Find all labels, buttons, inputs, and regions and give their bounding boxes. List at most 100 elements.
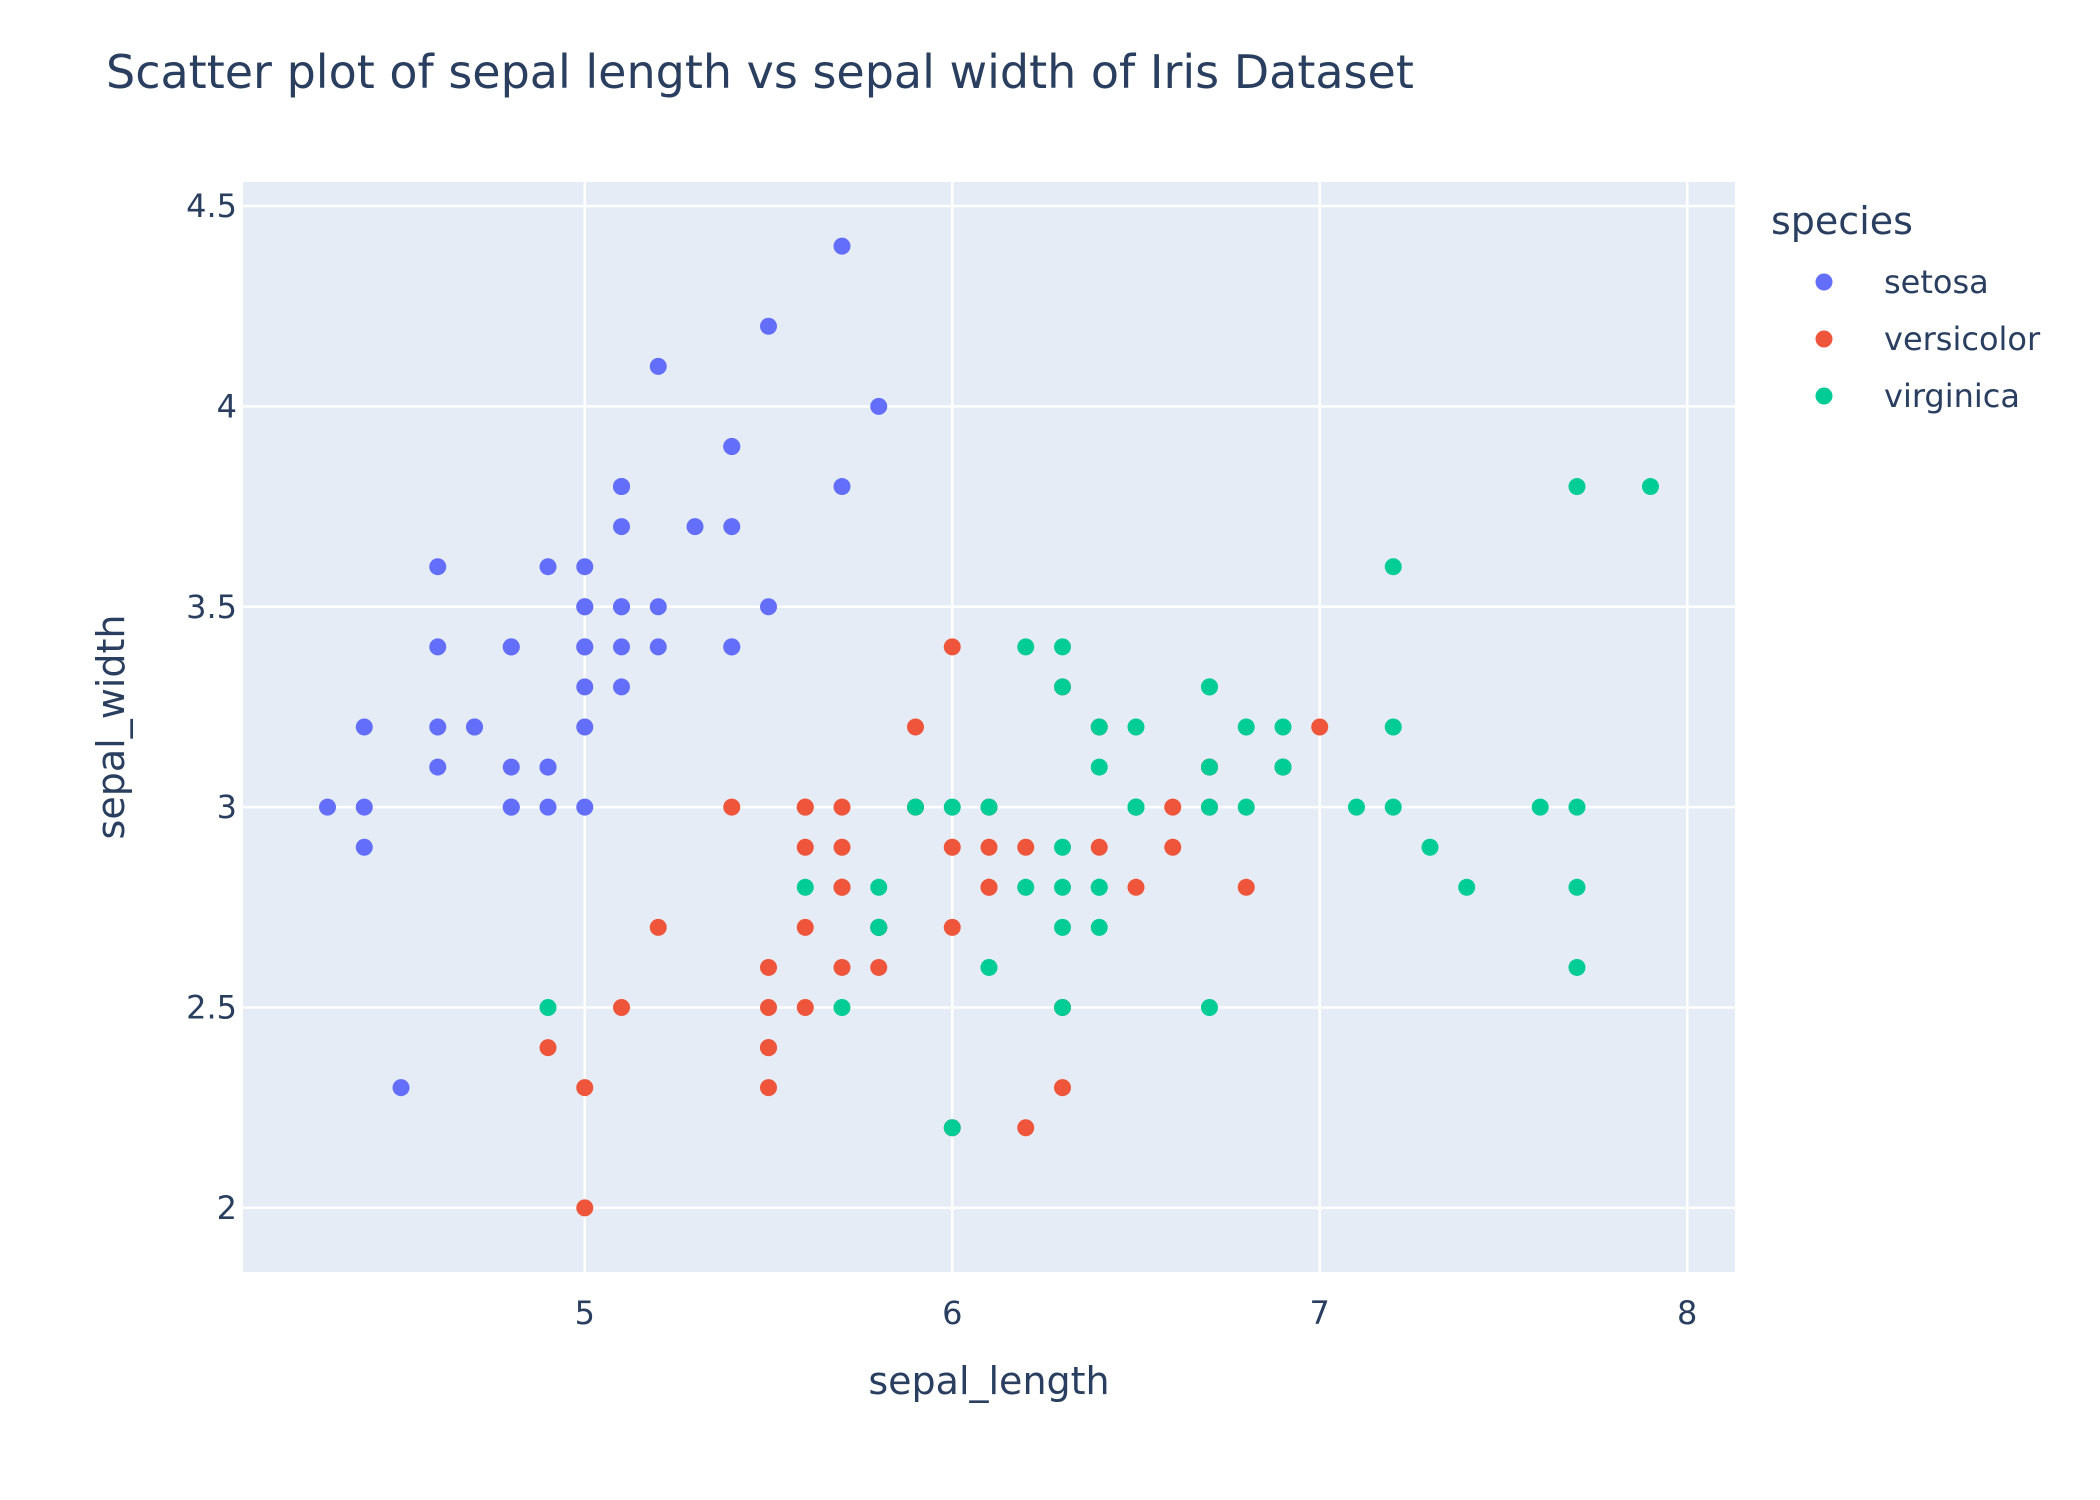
y-tick-label: 3.5 <box>186 588 237 626</box>
legend-title: species <box>1771 199 1913 243</box>
data-point <box>1531 798 1549 816</box>
data-point <box>1237 878 1255 896</box>
data-point <box>613 598 631 616</box>
data-point <box>355 718 373 736</box>
y-tick-label: 4.5 <box>186 187 237 225</box>
tick-labels: 5 6 7 8 2 2.5 3 3.5 4 4.5 <box>186 187 1697 1332</box>
data-point <box>613 638 631 656</box>
data-point <box>1090 758 1108 776</box>
data-point <box>1127 798 1145 816</box>
legend-item-setosa[interactable]: setosa <box>1815 263 1989 301</box>
legend-item-virginica[interactable]: virginica <box>1815 377 2021 415</box>
data-point <box>943 1119 961 1137</box>
data-point <box>943 798 961 816</box>
data-point <box>943 838 961 856</box>
legend-label: setosa <box>1884 263 1989 301</box>
data-point <box>907 718 925 736</box>
data-point <box>1053 1079 1071 1097</box>
data-points <box>319 237 1659 1217</box>
data-point <box>833 798 851 816</box>
data-point <box>1017 638 1035 656</box>
data-point <box>613 678 631 696</box>
data-point <box>833 478 851 496</box>
data-point <box>1053 999 1071 1017</box>
data-point <box>870 397 888 415</box>
data-point <box>1384 798 1402 816</box>
data-point <box>833 237 851 255</box>
legend-marker <box>1815 330 1833 348</box>
data-point <box>539 758 557 776</box>
data-point <box>392 1079 410 1097</box>
data-point <box>576 1199 594 1217</box>
y-tick-label: 3 <box>217 788 237 826</box>
data-point <box>1053 838 1071 856</box>
series-setosa <box>319 237 888 1097</box>
series-virginica <box>539 478 1659 1137</box>
data-point <box>1641 478 1659 496</box>
data-point <box>1127 718 1145 736</box>
x-tick-label: 5 <box>575 1294 595 1332</box>
data-point <box>760 1079 778 1097</box>
data-point <box>760 958 778 976</box>
data-point <box>1384 718 1402 736</box>
legend-label: virginica <box>1884 377 2020 415</box>
data-point <box>576 718 594 736</box>
data-point <box>980 878 998 896</box>
data-point <box>466 718 484 736</box>
data-point <box>429 638 447 656</box>
data-point <box>539 999 557 1017</box>
data-point <box>576 1079 594 1097</box>
data-point <box>1090 878 1108 896</box>
data-point <box>1200 758 1218 776</box>
data-point <box>760 1039 778 1057</box>
y-tick-label: 2 <box>217 1189 237 1227</box>
data-point <box>1311 718 1329 736</box>
data-point <box>943 918 961 936</box>
data-point <box>539 1039 557 1057</box>
data-point <box>686 518 704 536</box>
legend-item-versicolor[interactable]: versicolor <box>1815 320 2041 358</box>
data-point <box>502 798 520 816</box>
data-point <box>319 798 337 816</box>
series-versicolor <box>539 638 1329 1217</box>
data-point <box>1017 1119 1035 1137</box>
data-point <box>796 838 814 856</box>
data-point <box>796 878 814 896</box>
data-point <box>613 518 631 536</box>
data-point <box>1053 918 1071 936</box>
data-point <box>1053 878 1071 896</box>
data-point <box>1053 638 1071 656</box>
data-point <box>870 958 888 976</box>
data-point <box>1017 838 1035 856</box>
data-point <box>1200 999 1218 1017</box>
legend[interactable]: species setosa versicolor virginica <box>1771 199 2041 415</box>
data-point <box>649 357 667 375</box>
x-axis-title: sepal_length <box>868 1359 1109 1403</box>
data-point <box>1237 718 1255 736</box>
data-point <box>796 918 814 936</box>
data-point <box>723 638 741 656</box>
data-point <box>355 838 373 856</box>
data-point <box>576 678 594 696</box>
data-point <box>907 798 925 816</box>
data-point <box>980 958 998 976</box>
data-point <box>1127 878 1145 896</box>
data-point <box>943 638 961 656</box>
data-point <box>833 958 851 976</box>
data-point <box>760 999 778 1017</box>
x-tick-label: 6 <box>942 1294 962 1332</box>
data-point <box>576 798 594 816</box>
data-point <box>613 478 631 496</box>
data-point <box>1568 478 1586 496</box>
data-point <box>1458 878 1476 896</box>
x-tick-label: 7 <box>1310 1294 1330 1332</box>
data-point <box>833 878 851 896</box>
data-point <box>429 718 447 736</box>
chart-title: Scatter plot of sepal length vs sepal wi… <box>106 45 1414 99</box>
data-point <box>502 638 520 656</box>
data-point <box>355 798 373 816</box>
data-point <box>502 758 520 776</box>
data-point <box>796 999 814 1017</box>
data-point <box>1053 678 1071 696</box>
